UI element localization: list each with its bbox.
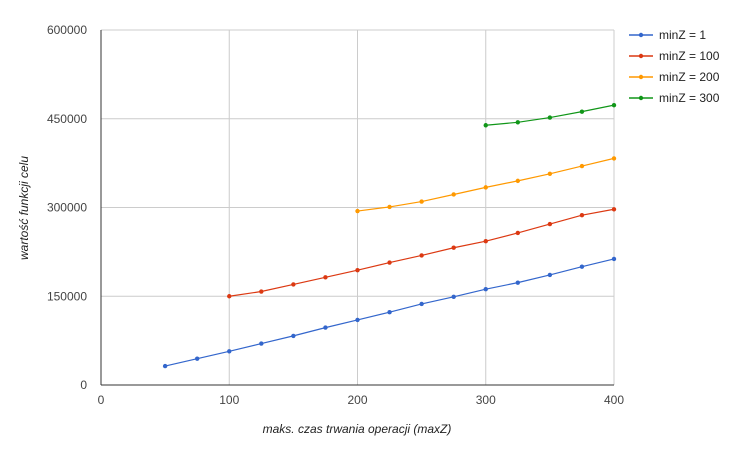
legend-swatch-marker (638, 53, 644, 59)
data-point (515, 230, 521, 236)
legend-label: minZ = 100 (659, 49, 720, 63)
data-point (451, 245, 456, 250)
data-point (162, 363, 168, 369)
legend: minZ = 1 minZ = 100 minZ = 200 minZ = 300 (629, 28, 720, 105)
data-point (483, 239, 488, 244)
data-point (515, 120, 521, 125)
legend-item: minZ = 100 (629, 49, 720, 63)
legend-swatch-marker (638, 32, 644, 38)
data-point (547, 221, 553, 227)
data-point (323, 325, 328, 330)
legend-label: minZ = 300 (659, 91, 720, 105)
data-point (227, 294, 232, 299)
series-line (229, 208, 615, 297)
data-point (194, 356, 200, 361)
data-point (483, 185, 488, 190)
legend-item: minZ = 300 (629, 91, 720, 105)
legend-label: minZ = 1 (659, 28, 706, 42)
data-point (547, 171, 553, 176)
data-point (259, 341, 264, 346)
data-point (291, 282, 296, 287)
data-point (579, 264, 585, 269)
data-point (483, 286, 488, 292)
data-point (547, 115, 553, 120)
data-point (611, 256, 617, 262)
legend-swatch-marker (638, 95, 644, 101)
axis-layer: 0 150000 300000 450000 600000 0 100 200 300 400 (47, 23, 624, 407)
data-point (611, 156, 617, 161)
x-tick-label: 300 (476, 393, 496, 407)
data-point (419, 253, 424, 258)
legend-item: minZ = 1 (629, 28, 706, 42)
data-point (579, 212, 585, 218)
data-point (611, 207, 617, 212)
data-point (579, 109, 585, 114)
series-3 (483, 102, 617, 128)
x-tick-label: 0 (98, 393, 105, 407)
data-point (355, 268, 360, 273)
y-tick-label: 300000 (47, 201, 87, 215)
data-point (387, 310, 392, 315)
legend-item: minZ = 200 (629, 70, 720, 84)
data-point (387, 260, 392, 265)
data-point (483, 123, 488, 128)
data-point (515, 280, 521, 285)
data-point (387, 204, 392, 210)
data-point (419, 199, 424, 204)
series-1 (227, 207, 617, 299)
y-tick-label: 450000 (47, 112, 87, 126)
legend-label: minZ = 200 (659, 70, 720, 84)
data-point (547, 272, 553, 278)
data-point (611, 102, 617, 108)
data-point (291, 333, 296, 339)
x-tick-label: 400 (604, 393, 624, 407)
data-point (355, 317, 360, 323)
data-point (419, 301, 424, 307)
y-axis-title: wartość funkcji celu (17, 156, 31, 260)
y-tick-label: 150000 (47, 289, 87, 303)
series-0 (162, 256, 617, 369)
x-axis-title: maks. czas trwania operacji (maxZ) (263, 422, 452, 436)
data-point (259, 289, 264, 294)
x-tick-label: 100 (219, 393, 239, 407)
legend-swatch-marker (638, 74, 644, 80)
data-point (323, 275, 328, 280)
data-point (515, 178, 521, 184)
series-line (485, 104, 615, 126)
grid-layer (101, 29, 615, 385)
data-point (355, 208, 360, 214)
data-point (579, 163, 585, 169)
x-tick-label: 200 (347, 393, 367, 407)
series-2 (355, 156, 617, 214)
data-point (227, 349, 232, 354)
series-layer (162, 102, 617, 369)
data-point (451, 192, 456, 197)
y-tick-label: 600000 (47, 23, 87, 37)
y-tick-label: 0 (80, 378, 87, 392)
data-point (451, 294, 456, 300)
